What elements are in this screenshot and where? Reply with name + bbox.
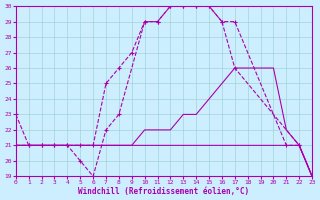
X-axis label: Windchill (Refroidissement éolien,°C): Windchill (Refroidissement éolien,°C) [78, 187, 250, 196]
